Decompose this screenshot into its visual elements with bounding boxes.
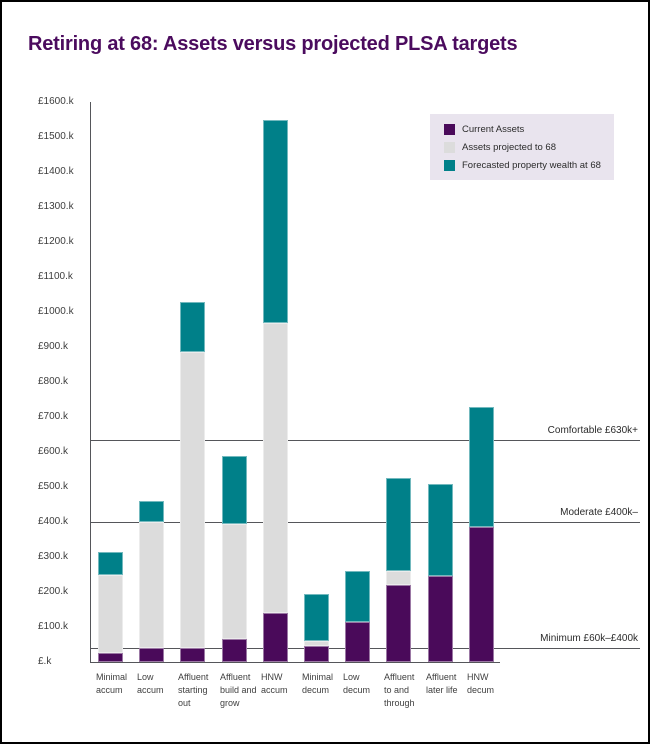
legend-item-property-wealth: Forecasted property wealth at 68 xyxy=(444,159,614,171)
property-wealth-swatch-icon xyxy=(444,159,455,171)
y-axis-tick-label: £1000.k xyxy=(38,306,74,317)
bar-segment xyxy=(139,648,164,662)
x-axis-category-label: Low accum xyxy=(137,672,164,695)
x-axis-category-label: Affluent starting out xyxy=(178,672,209,708)
reference-line-label: Minimum £60k–£400k xyxy=(540,633,638,644)
assets-projected-swatch-icon xyxy=(444,141,455,153)
y-axis-tick-label: £1600.k xyxy=(38,96,74,107)
bar-segment xyxy=(222,523,247,640)
bar-segment xyxy=(304,641,329,647)
y-axis-line xyxy=(90,102,91,662)
chart-legend: Current Assets Assets projected to 68 Fo… xyxy=(430,114,614,180)
reference-line-label: Moderate £400k– xyxy=(560,507,638,518)
bar-segment xyxy=(386,571,411,585)
y-axis-tick-label: £400.k xyxy=(38,516,69,527)
legend-item-current-assets: Current Assets xyxy=(444,123,614,135)
reference-line xyxy=(90,522,640,523)
x-axis-line xyxy=(90,662,500,663)
bar-segment xyxy=(428,483,453,577)
y-axis-tick-label: £100.k xyxy=(38,621,69,632)
y-axis-tick-label: £1100.k xyxy=(38,271,73,282)
y-axis-tick-label: £1400.k xyxy=(38,166,74,177)
bar-segment xyxy=(345,621,370,662)
bar-segment xyxy=(139,501,164,522)
x-axis-category-label: Affluent to and through xyxy=(384,672,415,708)
reference-line-label: Comfortable £630k+ xyxy=(547,425,638,436)
bar-segment xyxy=(180,352,205,648)
bar-segment xyxy=(222,639,247,662)
bar-segment xyxy=(139,522,164,648)
y-axis-tick-label: £.k xyxy=(38,656,52,667)
bar-segment xyxy=(98,653,123,662)
bar-segment xyxy=(428,576,453,662)
y-axis-tick-label: £500.k xyxy=(38,481,69,492)
y-axis-tick-label: £1300.k xyxy=(38,201,74,212)
bar-segment xyxy=(180,648,205,662)
y-axis-tick-label: £600.k xyxy=(38,446,69,457)
bar-segment xyxy=(469,527,494,662)
x-axis-category-label: Minimal decum xyxy=(302,672,334,695)
y-axis-tick-label: £900.k xyxy=(38,341,69,352)
legend-label: Assets projected to 68 xyxy=(462,141,556,153)
reference-line xyxy=(90,440,640,441)
bar-segment xyxy=(98,551,123,575)
bar-segment xyxy=(469,406,494,528)
x-axis-category-label: Affluent later life xyxy=(426,672,458,695)
x-axis-category-label: Low decum xyxy=(343,672,371,695)
x-axis-category-label: Affluent build and grow xyxy=(220,672,257,708)
x-axis-category-label: HNW decum xyxy=(467,672,495,695)
x-axis-category-label: HNW accum xyxy=(261,672,288,695)
bar-segment xyxy=(345,571,370,622)
bar-segment xyxy=(263,119,288,323)
y-axis-tick-label: £300.k xyxy=(38,551,69,562)
y-axis-tick-label: £1200.k xyxy=(38,236,74,247)
bar-segment xyxy=(304,593,329,641)
legend-label: Current Assets xyxy=(462,123,525,135)
bar-segment xyxy=(386,585,411,662)
legend-item-assets-projected: Assets projected to 68 xyxy=(444,141,614,153)
bar-segment xyxy=(263,322,288,613)
legend-label: Forecasted property wealth at 68 xyxy=(462,159,601,171)
y-axis-tick-label: £800.k xyxy=(38,376,69,387)
x-axis-category-label: Minimal accum xyxy=(96,672,128,695)
chart-title: Retiring at 68: Assets versus projected … xyxy=(28,33,518,55)
bar-segment xyxy=(263,613,288,662)
bar-segment xyxy=(180,301,205,353)
bar-segment xyxy=(304,646,329,662)
y-axis-tick-label: £200.k xyxy=(38,586,69,597)
current-assets-swatch-icon xyxy=(444,123,455,135)
bar-segment xyxy=(222,455,247,524)
y-axis-tick-label: £700.k xyxy=(38,411,69,422)
bar-segment xyxy=(386,478,411,571)
y-axis-tick-label: £1500.k xyxy=(38,131,74,142)
bar-segment xyxy=(98,574,123,654)
